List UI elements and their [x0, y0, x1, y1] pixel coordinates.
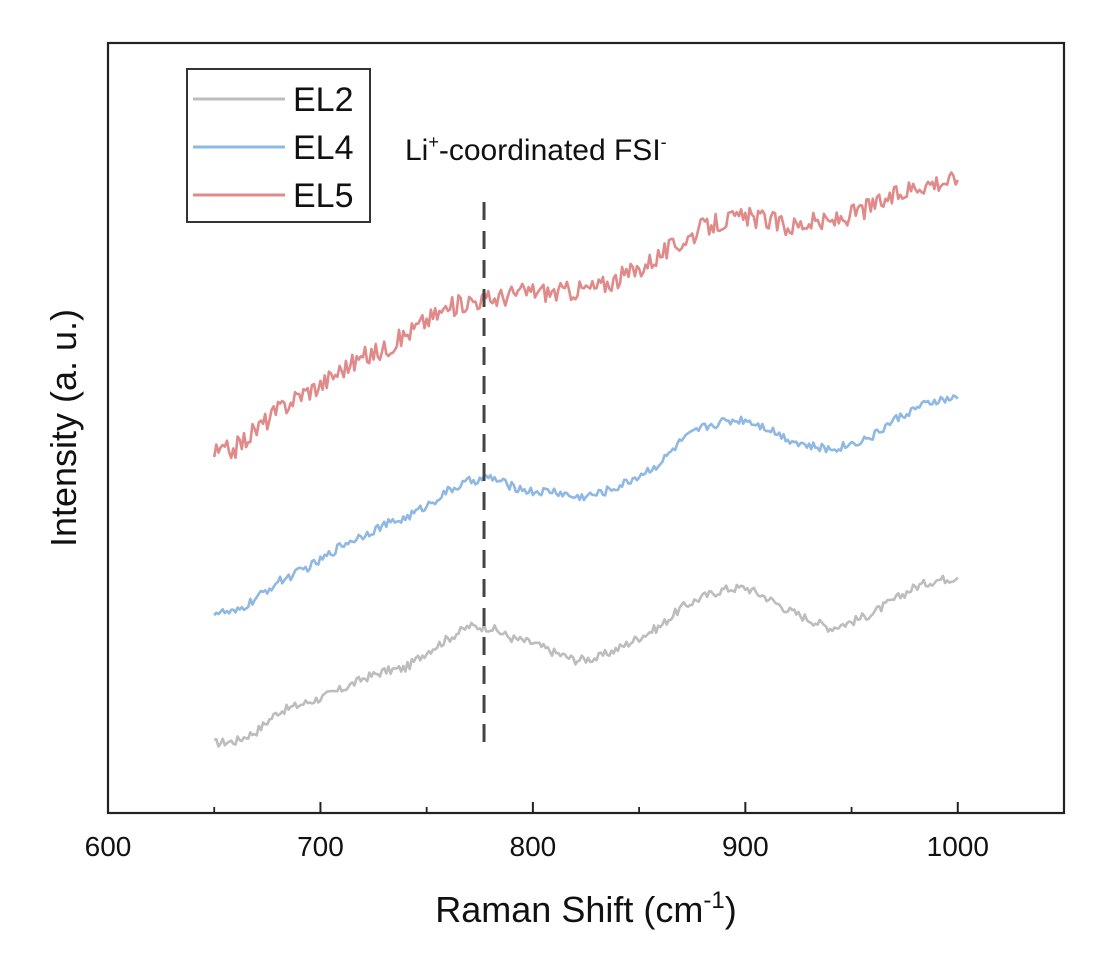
- x-tick-label: 800: [510, 831, 557, 862]
- x-tick-label: 700: [297, 831, 344, 862]
- x-tick-label: 900: [722, 831, 769, 862]
- major-ticks: 600 700 800 900 1000: [85, 802, 989, 862]
- series-line-el2: [213, 574, 959, 748]
- series-line-el4: [213, 394, 959, 617]
- x-axis-label: Raman Shift (cm-1): [435, 887, 736, 930]
- series-line-el5: [212, 171, 959, 460]
- legend-label-el5: EL5: [293, 177, 354, 215]
- minor-ticks: [213, 807, 853, 813]
- x-tick-label: 600: [85, 831, 132, 862]
- legend-label-el2: EL2: [293, 81, 354, 119]
- y-axis-label: Intensity (a. u.): [43, 309, 84, 547]
- annotation-label: Li+-coordinated FSI-: [405, 132, 667, 167]
- legend-label-el4: EL4: [293, 129, 354, 167]
- x-tick-label: 1000: [927, 831, 989, 862]
- legend: EL2 EL4 EL5: [186, 68, 371, 223]
- series-layer: [212, 171, 959, 748]
